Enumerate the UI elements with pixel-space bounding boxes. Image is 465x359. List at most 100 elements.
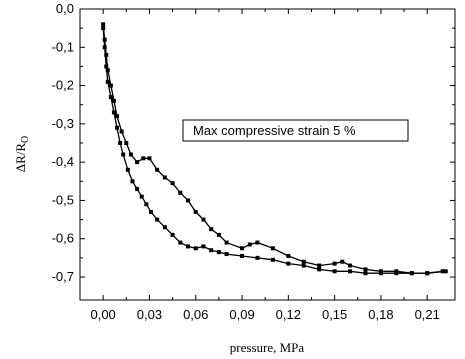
data-point	[118, 141, 123, 146]
data-point	[130, 179, 135, 184]
data-point	[148, 209, 153, 214]
data-point	[286, 253, 291, 258]
data-point	[193, 246, 198, 251]
data-point	[178, 190, 183, 195]
y-tick-label: -0,3	[52, 116, 74, 131]
data-point	[317, 263, 322, 268]
data-point	[111, 98, 116, 103]
data-point	[178, 240, 183, 245]
series-layer	[101, 22, 448, 276]
data-point	[332, 269, 337, 274]
data-point	[186, 198, 191, 203]
data-point	[394, 269, 399, 274]
data-point	[209, 248, 214, 253]
data-point	[247, 242, 252, 247]
data-point	[162, 225, 167, 230]
data-point	[155, 167, 160, 172]
data-point	[144, 202, 149, 207]
data-point	[317, 267, 322, 272]
data-point	[102, 45, 107, 50]
data-point	[193, 209, 198, 214]
data-point	[102, 37, 107, 42]
annotation-frame	[182, 119, 409, 142]
data-point	[425, 271, 430, 276]
data-point	[301, 263, 306, 268]
data-point	[348, 269, 353, 274]
data-point	[105, 79, 110, 84]
x-tick-label: 0,03	[137, 307, 162, 322]
data-point	[301, 259, 306, 264]
data-point	[240, 253, 245, 258]
data-point	[255, 255, 260, 260]
annotation-text: Max compressive strain 5 %	[193, 123, 356, 138]
svg-text:ΔR/RO: ΔR/RO	[13, 136, 31, 173]
x-tick-label: 0,06	[183, 307, 208, 322]
data-point	[125, 167, 130, 172]
data-point	[104, 64, 109, 69]
y-tick-label: -0,7	[52, 269, 74, 284]
data-point	[186, 244, 191, 249]
data-point	[201, 217, 206, 222]
data-point	[409, 271, 414, 276]
data-point	[139, 194, 144, 199]
data-point	[340, 259, 345, 264]
data-point	[348, 263, 353, 268]
y-axis: 0,0 -0,1 -0,2 -0,3 -0,4 -0,5 -0,6 -0,7	[52, 1, 455, 284]
data-point	[115, 125, 120, 130]
data-point	[378, 269, 383, 274]
data-point	[270, 257, 275, 262]
x-tick-label: 0,18	[368, 307, 393, 322]
x-tick-label: 0,00	[90, 307, 115, 322]
data-point	[108, 83, 113, 88]
y-tick-label: -0,2	[52, 78, 74, 93]
data-point	[224, 252, 229, 257]
x-tick-label: 0,12	[276, 307, 301, 322]
data-point	[363, 271, 368, 276]
data-point	[108, 95, 113, 100]
y-tick-label: 0,0	[56, 1, 74, 16]
data-point	[135, 186, 140, 191]
data-point	[121, 152, 126, 157]
data-point	[332, 261, 337, 266]
y-tick-label: -0,5	[52, 192, 74, 207]
data-point	[135, 160, 140, 165]
data-point	[240, 246, 245, 251]
data-point	[170, 181, 175, 186]
data-point	[105, 68, 110, 73]
x-tick-label: 0,15	[322, 307, 347, 322]
data-point	[216, 250, 221, 255]
x-tick-label: 0,21	[415, 307, 440, 322]
y-tick-label: -0,6	[52, 231, 74, 246]
x-axis-title: pressure, MPa	[230, 340, 305, 355]
y-axis-title-main: ΔR/R	[13, 143, 28, 173]
data-point	[363, 267, 368, 272]
data-point	[209, 227, 214, 232]
data-point	[147, 156, 152, 161]
series-line	[102, 28, 443, 274]
y-tick-label: -0,4	[52, 154, 74, 169]
y-axis-title-sub: O	[20, 136, 31, 143]
data-point	[128, 152, 133, 157]
data-point	[170, 232, 175, 237]
data-point	[443, 269, 448, 274]
data-point	[286, 261, 291, 266]
data-point	[119, 129, 124, 134]
data-point	[124, 141, 129, 146]
data-point	[162, 175, 167, 180]
y-tick-label: -0,1	[52, 39, 74, 54]
data-point	[224, 240, 229, 245]
data-point	[201, 244, 206, 249]
data-point	[155, 217, 160, 222]
data-point	[101, 22, 106, 27]
x-tick-label: 0,09	[229, 307, 254, 322]
data-point	[104, 52, 109, 57]
data-point	[111, 110, 116, 115]
data-point	[216, 232, 221, 237]
series-line	[102, 24, 446, 274]
data-point	[255, 240, 260, 245]
annotation-box: Max compressive strain 5 %	[182, 119, 409, 142]
data-point	[141, 156, 146, 161]
y-axis-title: ΔR/RO	[13, 136, 31, 173]
plot-frame	[79, 8, 456, 301]
